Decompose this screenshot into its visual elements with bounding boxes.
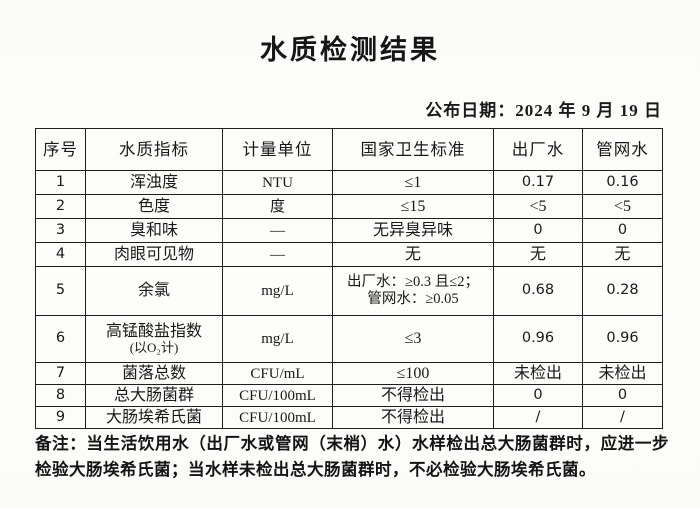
header-indicator: 水质指标 bbox=[85, 128, 223, 171]
cell-standard: 不得检出 bbox=[332, 384, 494, 407]
header-no: 序号 bbox=[35, 128, 86, 171]
cell-standard: ≤100 bbox=[332, 362, 494, 385]
table-row: 1 浑浊度 NTU ≤1 0.17 0.16 bbox=[35, 170, 663, 195]
publish-date: 公布日期：2024 年 9 月 19 日 bbox=[425, 101, 662, 120]
header-network-water: 管网水 bbox=[582, 128, 663, 171]
cell-factory-value: <5 bbox=[493, 194, 583, 219]
cell-unit: mg/L bbox=[222, 315, 333, 363]
page-title: 水质检测结果 bbox=[260, 35, 440, 65]
standard-line-1: 出厂水：≥0.3 且≤2； bbox=[347, 273, 479, 290]
cell-standard: 无异臭异味 bbox=[332, 218, 494, 243]
indicator-line-1: 高锰酸盐指数 bbox=[105, 322, 202, 340]
header-factory-water: 出厂水 bbox=[493, 128, 583, 171]
cell-standard: 出厂水：≥0.3 且≤2； 管网水：≥0.05 bbox=[332, 266, 494, 316]
table-row: 7 菌落总数 CFU/mL ≤100 未检出 未检出 bbox=[35, 362, 663, 385]
standard-line-2: 管网水：≥0.05 bbox=[367, 291, 459, 307]
footnote-label: 备注： bbox=[35, 434, 87, 453]
cell-unit: mg/L bbox=[222, 266, 333, 316]
cell-unit: 度 bbox=[222, 194, 333, 219]
cell-no: 4 bbox=[35, 242, 86, 267]
cell-indicator: 高锰酸盐指数 (以O₂计) bbox=[85, 315, 223, 363]
table-row: 3 臭和味 — 无异臭异味 0 0 bbox=[35, 218, 663, 243]
cell-unit: — bbox=[222, 242, 333, 267]
header-unit: 计量单位 bbox=[222, 128, 333, 171]
cell-factory-value: 0.17 bbox=[493, 170, 583, 195]
cell-factory-value: 未检出 bbox=[493, 362, 583, 385]
table-row: 4 肉眼可见物 — 无 无 无 bbox=[35, 242, 663, 267]
cell-indicator: 肉眼可见物 bbox=[85, 242, 223, 267]
cell-network-value: 0 bbox=[582, 384, 663, 407]
cell-factory-value: 0 bbox=[493, 218, 583, 243]
header-standard: 国家卫生标准 bbox=[332, 128, 494, 171]
cell-no: 6 bbox=[35, 315, 86, 363]
cell-no: 3 bbox=[35, 218, 86, 243]
indicator-line-2: (以O₂计) bbox=[129, 340, 179, 356]
cell-indicator: 臭和味 bbox=[85, 218, 223, 243]
cell-network-value: 0.96 bbox=[582, 315, 663, 363]
cell-no: 5 bbox=[35, 266, 86, 316]
footnote: 备注：当生活饮用水（出厂水或管网（末梢）水）水样检出总大肠菌群时，应进一步检验大… bbox=[35, 431, 669, 482]
cell-standard: ≤15 bbox=[332, 194, 494, 219]
cell-network-value: 0 bbox=[582, 218, 663, 243]
cell-network-value: <5 bbox=[582, 194, 663, 219]
cell-no: 2 bbox=[35, 194, 86, 219]
cell-factory-value: 0 bbox=[493, 384, 583, 407]
cell-network-value: 无 bbox=[582, 242, 663, 267]
cell-factory-value: 0.68 bbox=[493, 266, 583, 316]
cell-unit: NTU bbox=[222, 170, 333, 195]
table-header-row: 序号 水质指标 计量单位 国家卫生标准 出厂水 管网水 bbox=[35, 128, 663, 171]
table-row: 8 总大肠菌群 CFU/100mL 不得检出 0 0 bbox=[35, 384, 663, 407]
cell-factory-value: 0.96 bbox=[493, 315, 583, 363]
cell-standard: 无 bbox=[332, 242, 494, 267]
cell-no: 9 bbox=[35, 406, 86, 429]
water-quality-table: 序号 水质指标 计量单位 国家卫生标准 出厂水 管网水 1 浑浊度 NTU ≤1… bbox=[35, 128, 663, 429]
cell-standard: ≤1 bbox=[332, 170, 494, 195]
cell-unit: CFU/mL bbox=[222, 362, 333, 385]
cell-no: 8 bbox=[35, 384, 86, 407]
cell-indicator: 浑浊度 bbox=[85, 170, 223, 195]
cell-network-value: 0.16 bbox=[582, 170, 663, 195]
table-row: 2 色度 度 ≤15 <5 <5 bbox=[35, 194, 663, 219]
cell-indicator: 大肠埃希氏菌 bbox=[85, 406, 223, 429]
footnote-text: 当生活饮用水（出厂水或管网（末梢）水）水样检出总大肠菌群时，应进一步检验大肠埃希… bbox=[35, 434, 670, 479]
cell-no: 7 bbox=[35, 362, 86, 385]
cell-indicator: 总大肠菌群 bbox=[85, 384, 223, 407]
table-row: 5 余氯 mg/L 出厂水：≥0.3 且≤2； 管网水：≥0.05 0.68 0… bbox=[35, 266, 663, 316]
cell-unit: CFU/100mL bbox=[222, 406, 333, 429]
cell-standard: 不得检出 bbox=[332, 406, 494, 429]
cell-factory-value: / bbox=[493, 406, 583, 429]
cell-network-value: 0.28 bbox=[582, 266, 663, 316]
cell-unit: — bbox=[222, 218, 333, 243]
cell-indicator: 余氯 bbox=[85, 266, 223, 316]
cell-standard: ≤3 bbox=[332, 315, 494, 363]
cell-factory-value: 无 bbox=[493, 242, 583, 267]
table-row: 6 高锰酸盐指数 (以O₂计) mg/L ≤3 0.96 0.96 bbox=[35, 315, 663, 363]
cell-no: 1 bbox=[35, 170, 86, 195]
table-row: 9 大肠埃希氏菌 CFU/100mL 不得检出 / / bbox=[35, 406, 663, 429]
cell-network-value: 未检出 bbox=[582, 362, 663, 385]
cell-network-value: / bbox=[582, 406, 663, 429]
cell-indicator: 菌落总数 bbox=[85, 362, 223, 385]
cell-indicator: 色度 bbox=[85, 194, 223, 219]
cell-unit: CFU/100mL bbox=[222, 384, 333, 407]
